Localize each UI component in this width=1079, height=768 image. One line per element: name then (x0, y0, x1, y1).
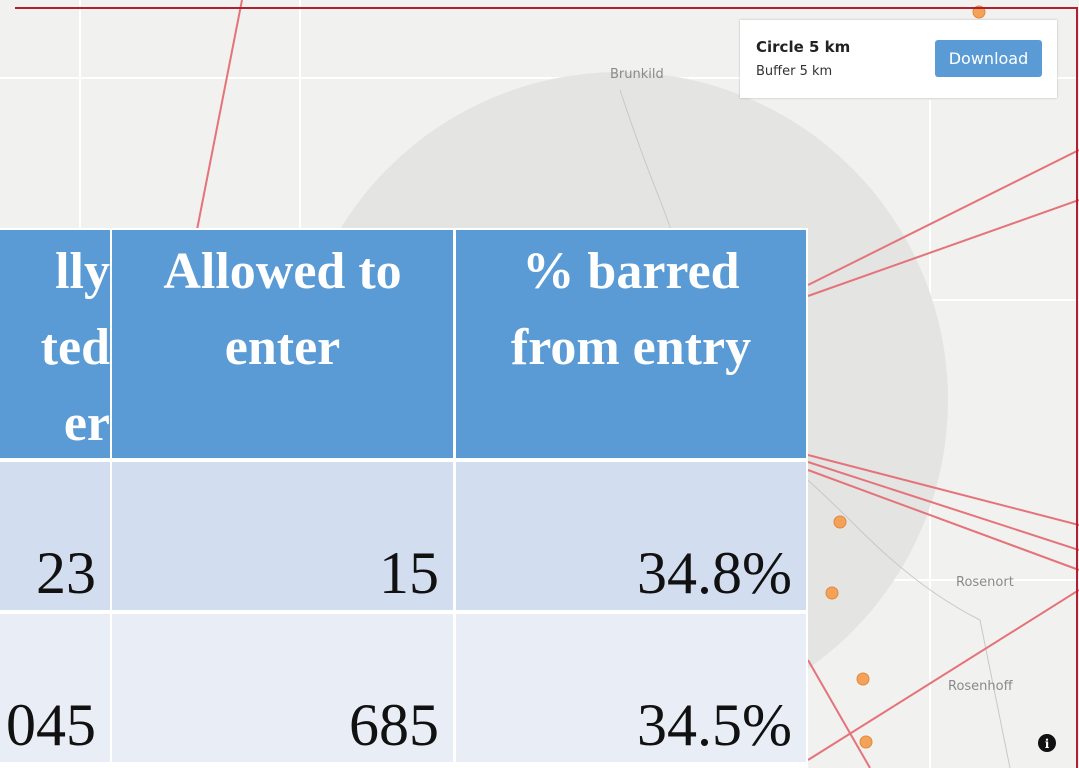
table-cell: 23 (0, 462, 110, 610)
place-label: Rosenort (956, 575, 1014, 590)
table-cell: 15 (112, 462, 453, 610)
info-glyph: i (1045, 737, 1050, 751)
header-cell: lly ted er (0, 230, 110, 458)
cell-text: 34.8% (637, 540, 792, 606)
header-text: enter (224, 319, 341, 376)
place-label: Rosenhoff (948, 679, 1014, 694)
table-cell: 685 (112, 614, 453, 762)
info-icon[interactable] (1038, 734, 1056, 752)
cell-text: 15 (379, 540, 439, 606)
place-label: Brunkild (610, 67, 664, 82)
cell-text: 045 (6, 692, 96, 758)
cell-text: 685 (349, 692, 439, 758)
table-cell: 34.5% (456, 614, 806, 762)
table-cell: 045 (0, 614, 110, 762)
cell-text: 23 (36, 540, 96, 606)
card-subtitle: Buffer 5 km (756, 64, 833, 79)
table-cell: 34.8% (456, 462, 806, 610)
table: lly ted er Allowed to enter % barred from entr… (0, 228, 808, 768)
download-button[interactable]: Download (935, 40, 1042, 77)
info-card: Circle 5 km Buffer 5 km Download (740, 20, 1057, 98)
header-text: ted (40, 319, 110, 376)
header-text: er (63, 395, 110, 452)
header-cell: Allowed to enter (112, 230, 453, 458)
card-title: Circle 5 km (756, 38, 851, 56)
header-cell: % barred from entry (456, 230, 806, 458)
flight-lines (194, 0, 1079, 768)
header-text: lly (55, 243, 110, 300)
cell-text: 34.5% (637, 692, 792, 758)
frame (15, 7, 1078, 768)
header-text: from entry (510, 319, 752, 376)
header-text: % barred (522, 243, 740, 300)
header-text: Allowed to (163, 243, 402, 300)
